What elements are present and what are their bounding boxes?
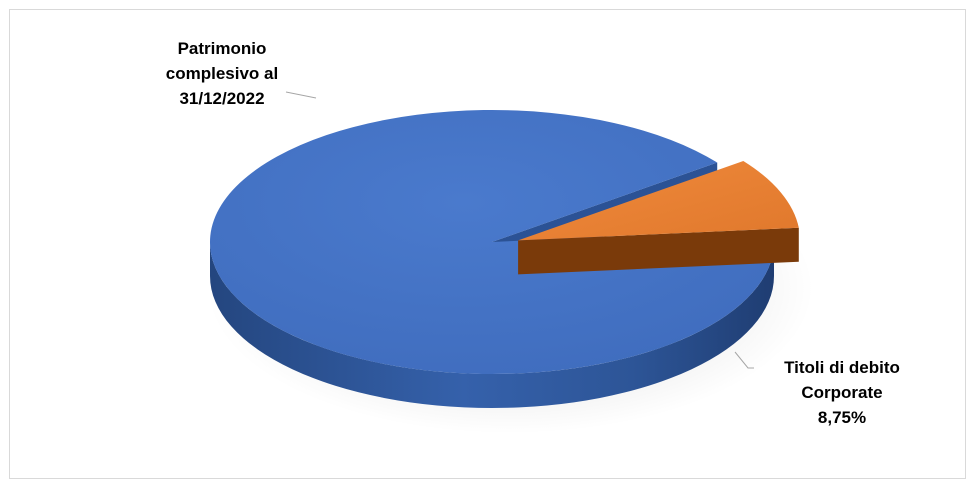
leader-line-titoli <box>734 351 754 369</box>
leader-line-patrimonio <box>285 91 317 99</box>
pie-slice-titoli-top <box>518 160 799 241</box>
data-label-titoli: Titoli di debito Corporate 8,75% <box>784 358 900 427</box>
data-label-patrimonio: Patrimonio complesivo al 31/12/2022 <box>166 39 278 108</box>
pie-slice-patrimonio-side <box>210 242 774 408</box>
pie-slice-titoli-wall <box>518 227 799 275</box>
pie-slice-titoli <box>518 160 799 275</box>
pie-slice-patrimonio-top <box>209 109 774 374</box>
